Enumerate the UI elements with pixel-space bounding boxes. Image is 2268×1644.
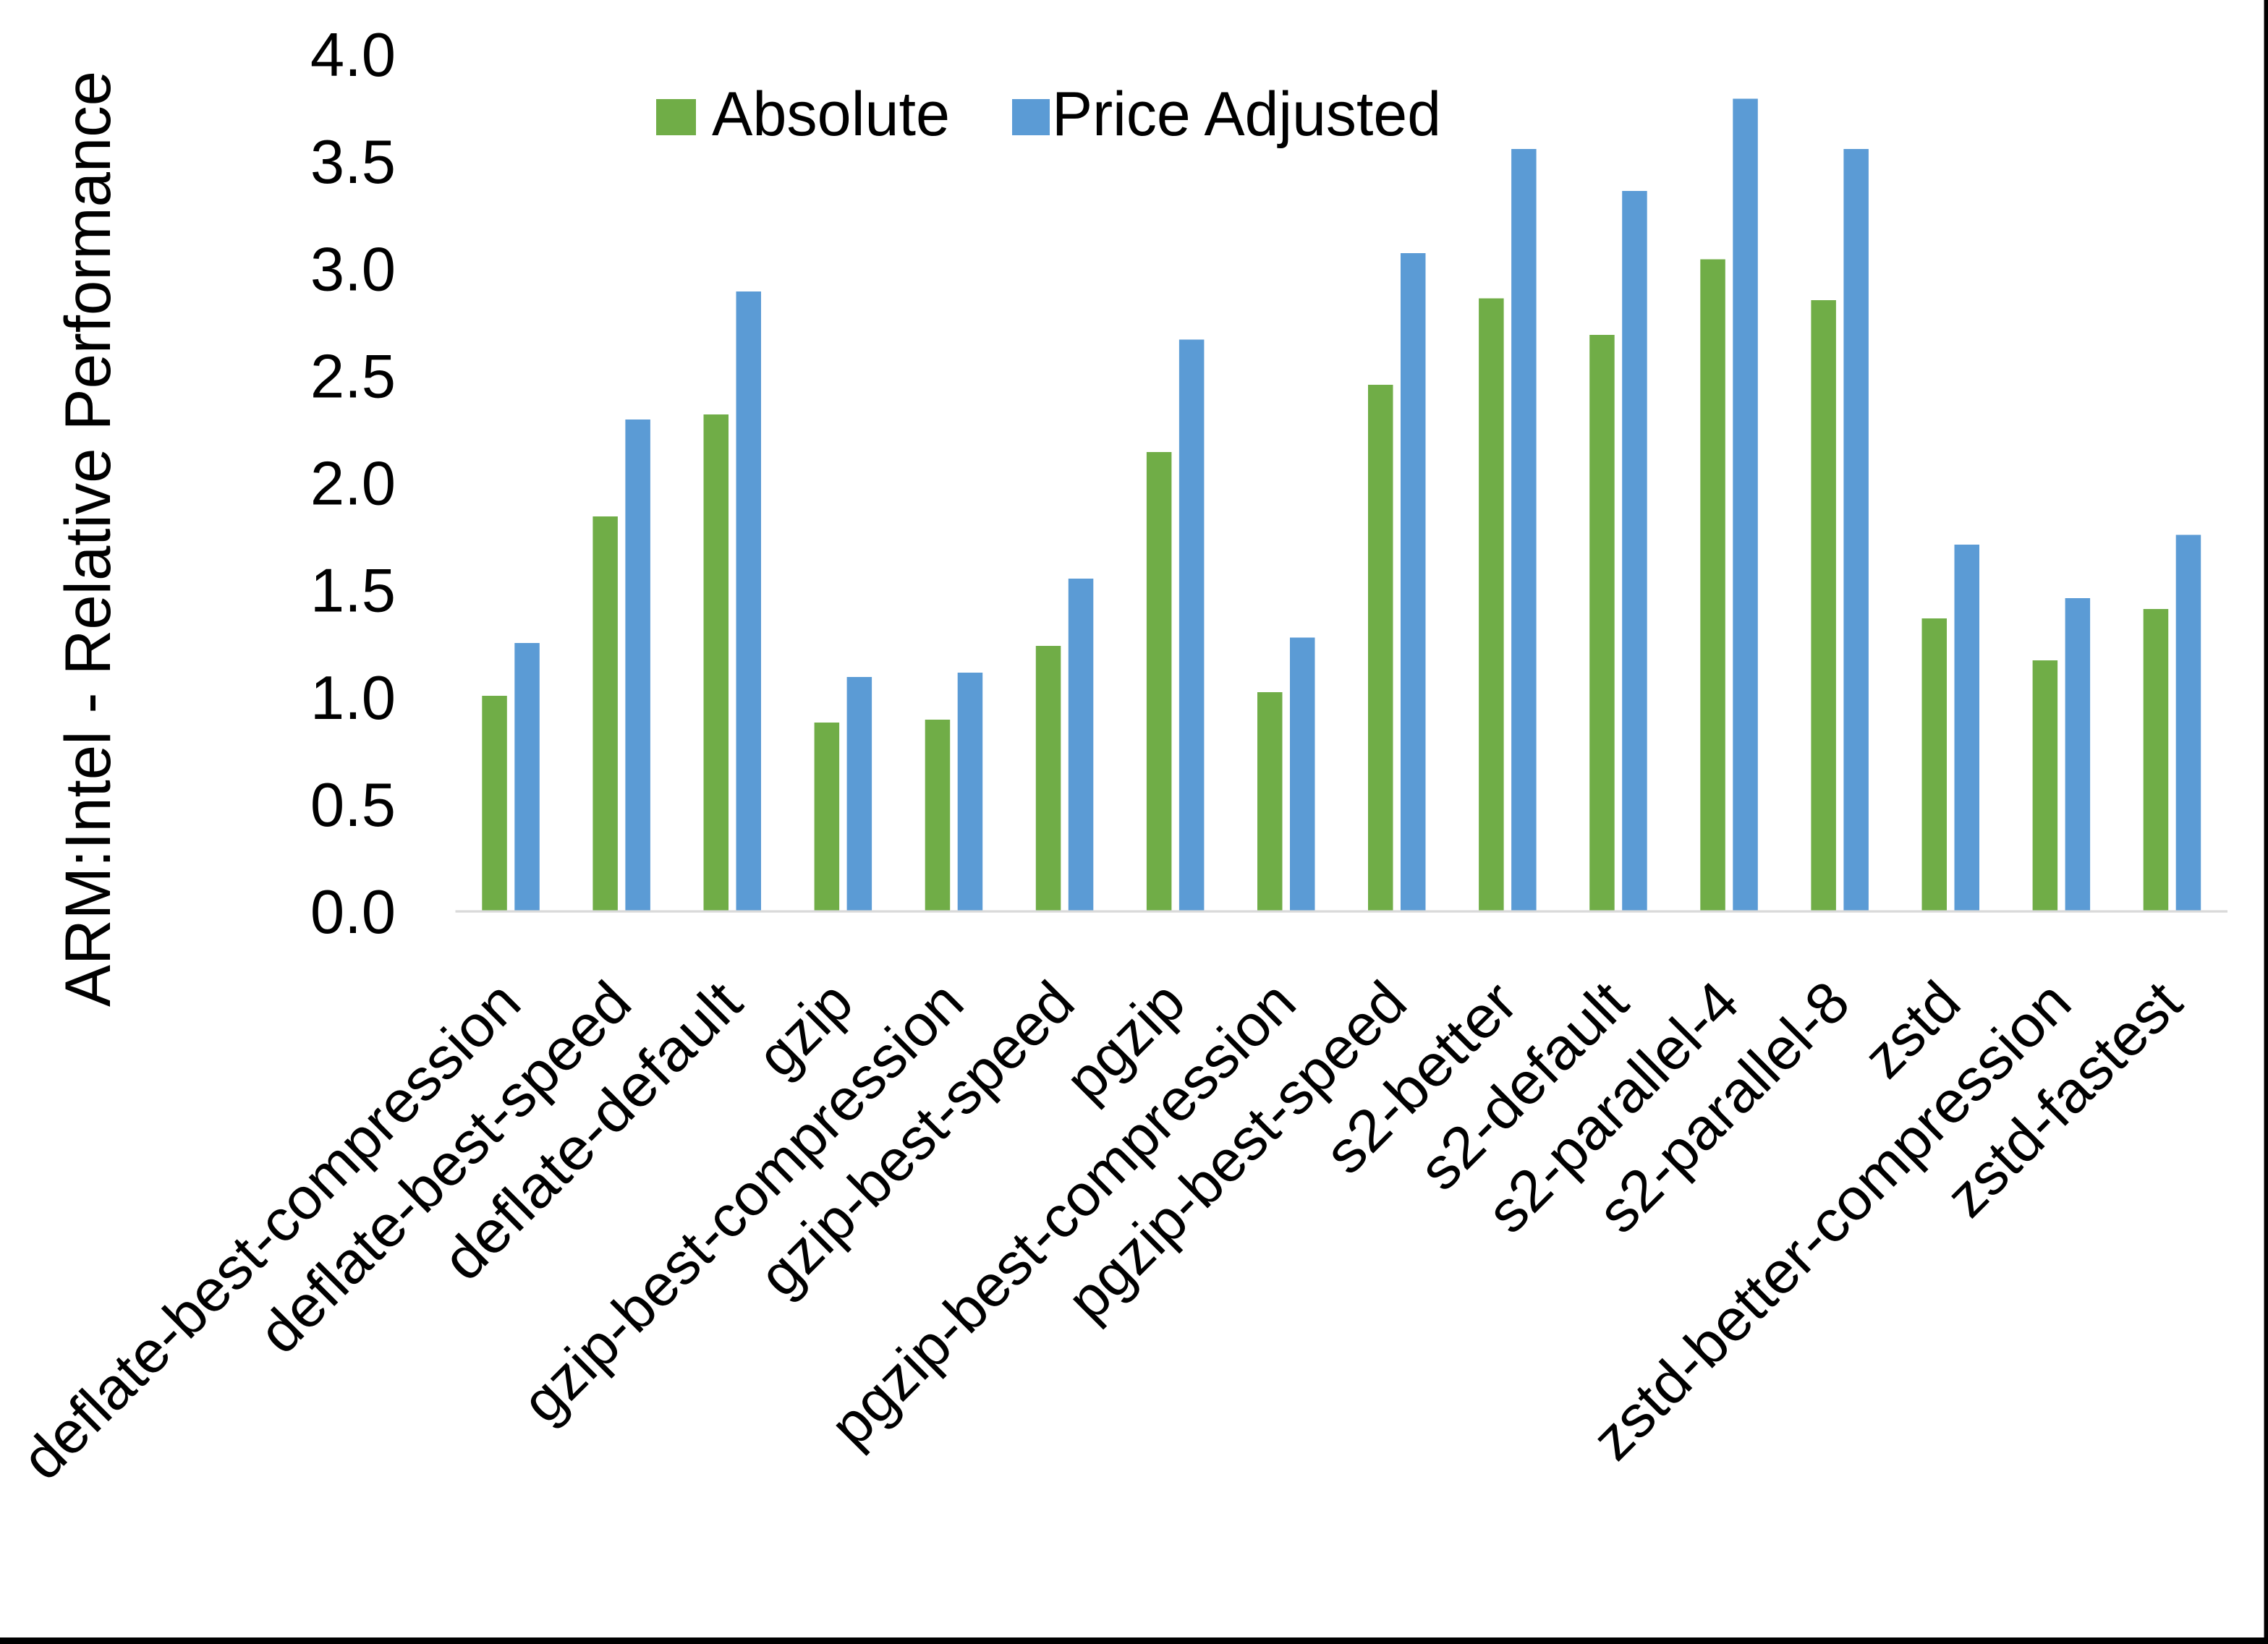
svg-text:1.0: 1.0 — [310, 664, 396, 733]
svg-text:2.0: 2.0 — [310, 450, 396, 519]
svg-text:0.5: 0.5 — [310, 771, 396, 840]
svg-text:2.5: 2.5 — [310, 342, 396, 411]
svg-text:Price Adjusted: Price Adjusted — [1052, 80, 1441, 149]
svg-text:0.0: 0.0 — [310, 878, 396, 947]
svg-text:4.0: 4.0 — [310, 21, 396, 90]
svg-text:1.5: 1.5 — [310, 557, 396, 626]
svg-text:3.0: 3.0 — [310, 235, 396, 304]
svg-text:3.5: 3.5 — [310, 128, 396, 197]
svg-text:Absolute: Absolute — [712, 80, 950, 149]
svg-text:ARM:Intel - Relative Performan: ARM:Intel - Relative Performance — [51, 71, 124, 1007]
